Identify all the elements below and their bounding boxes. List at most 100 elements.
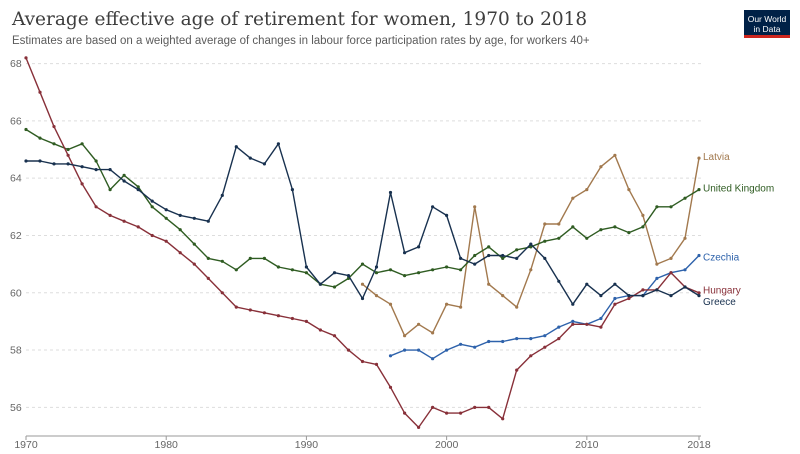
data-point-czechia [683,268,687,272]
data-point-greece [52,162,56,166]
data-point-latvia [473,205,477,209]
data-point-czechia [557,325,561,329]
data-point-united-kingdom [108,188,112,192]
data-point-czechia [388,354,393,358]
data-point-united-kingdom [627,231,631,235]
logo-text-line2: in Data [753,24,781,34]
data-point-greece [38,159,42,163]
data-point-greece [487,253,491,258]
data-point-hungary [529,354,533,358]
data-point-latvia [360,282,365,286]
data-point-united-kingdom [178,228,182,232]
data-point-hungary [164,239,168,243]
data-point-greece [697,294,701,298]
x-tick-label: 1980 [155,439,179,451]
data-point-united-kingdom [192,242,196,246]
data-point-hungary [501,417,505,421]
data-point-hungary [641,288,645,292]
data-point-hungary [445,411,449,415]
data-point-latvia [388,302,393,306]
data-point-greece [557,279,561,283]
data-point-greece [24,159,28,163]
data-point-greece [290,188,294,192]
data-point-hungary [248,308,252,312]
data-point-greece [318,282,322,286]
y-tick-label: 68 [10,58,22,70]
data-point-hungary [403,411,407,415]
data-point-latvia [515,305,519,309]
data-point-czechia [529,337,533,341]
data-point-czechia [487,339,491,344]
data-point-united-kingdom [529,245,533,249]
data-point-hungary [80,182,84,186]
data-point-czechia [445,348,449,352]
data-point-united-kingdom [220,259,224,263]
data-point-hungary [234,305,238,309]
data-point-united-kingdom [697,188,701,192]
series-line-greece [26,143,700,305]
data-point-united-kingdom [52,142,56,146]
data-point-united-kingdom [248,256,252,260]
series-lines [24,56,701,429]
data-point-united-kingdom [374,271,379,275]
data-point-greece [445,213,449,217]
data-point-latvia [655,262,659,266]
data-point-hungary [38,90,42,94]
owid-logo[interactable]: Our World in Data [744,10,790,38]
x-tick-label: 2000 [435,439,459,451]
data-point-latvia [501,294,505,298]
data-point-greece [431,205,435,209]
data-point-united-kingdom [515,248,519,252]
data-point-greece [346,274,351,278]
data-point-greece [122,179,126,183]
series-hungary [24,56,701,429]
data-point-hungary [346,348,351,352]
data-point-united-kingdom [234,268,238,272]
data-point-greece [220,193,224,197]
data-point-united-kingdom [80,142,84,146]
data-point-hungary [262,311,266,315]
data-point-latvia [459,305,463,309]
data-point-greece [178,213,182,217]
y-tick-label: 58 [10,345,22,357]
data-point-latvia [529,268,533,272]
data-point-hungary [290,316,294,321]
data-point-greece [262,162,266,166]
data-point-hungary [108,213,112,217]
data-point-united-kingdom [487,245,491,249]
data-point-hungary [487,405,491,409]
data-point-latvia [697,156,701,160]
data-point-hungary [360,359,365,364]
data-point-united-kingdom [150,205,154,209]
data-point-latvia [585,188,589,192]
data-point-greece [276,142,280,146]
data-point-latvia [557,222,561,226]
data-point-united-kingdom [164,216,168,220]
data-point-latvia [417,322,421,326]
data-point-latvia [669,256,673,260]
data-point-united-kingdom [641,225,645,229]
data-point-greece [641,294,645,298]
chart-subtitle: Estimates are based on a weighted averag… [12,35,590,47]
data-point-greece [501,253,505,258]
data-point-greece [192,216,196,220]
series-line-hungary [25,57,700,429]
data-point-united-kingdom [613,225,617,229]
data-point-hungary [206,276,210,280]
data-point-czechia [417,348,421,352]
data-point-hungary [388,385,393,389]
data-point-czechia [515,337,519,341]
data-point-united-kingdom [388,268,393,272]
data-point-greece [66,162,70,166]
y-tick-label: 62 [10,230,22,242]
data-point-greece [150,199,154,203]
data-point-united-kingdom [683,196,687,200]
data-point-greece [403,251,407,255]
data-point-latvia [543,222,547,226]
data-point-united-kingdom [459,268,463,272]
series-latvia [360,153,701,338]
x-tick-label: 1990 [295,439,319,451]
data-point-greece [529,242,533,246]
data-point-united-kingdom [585,236,589,240]
data-point-united-kingdom [557,236,561,240]
